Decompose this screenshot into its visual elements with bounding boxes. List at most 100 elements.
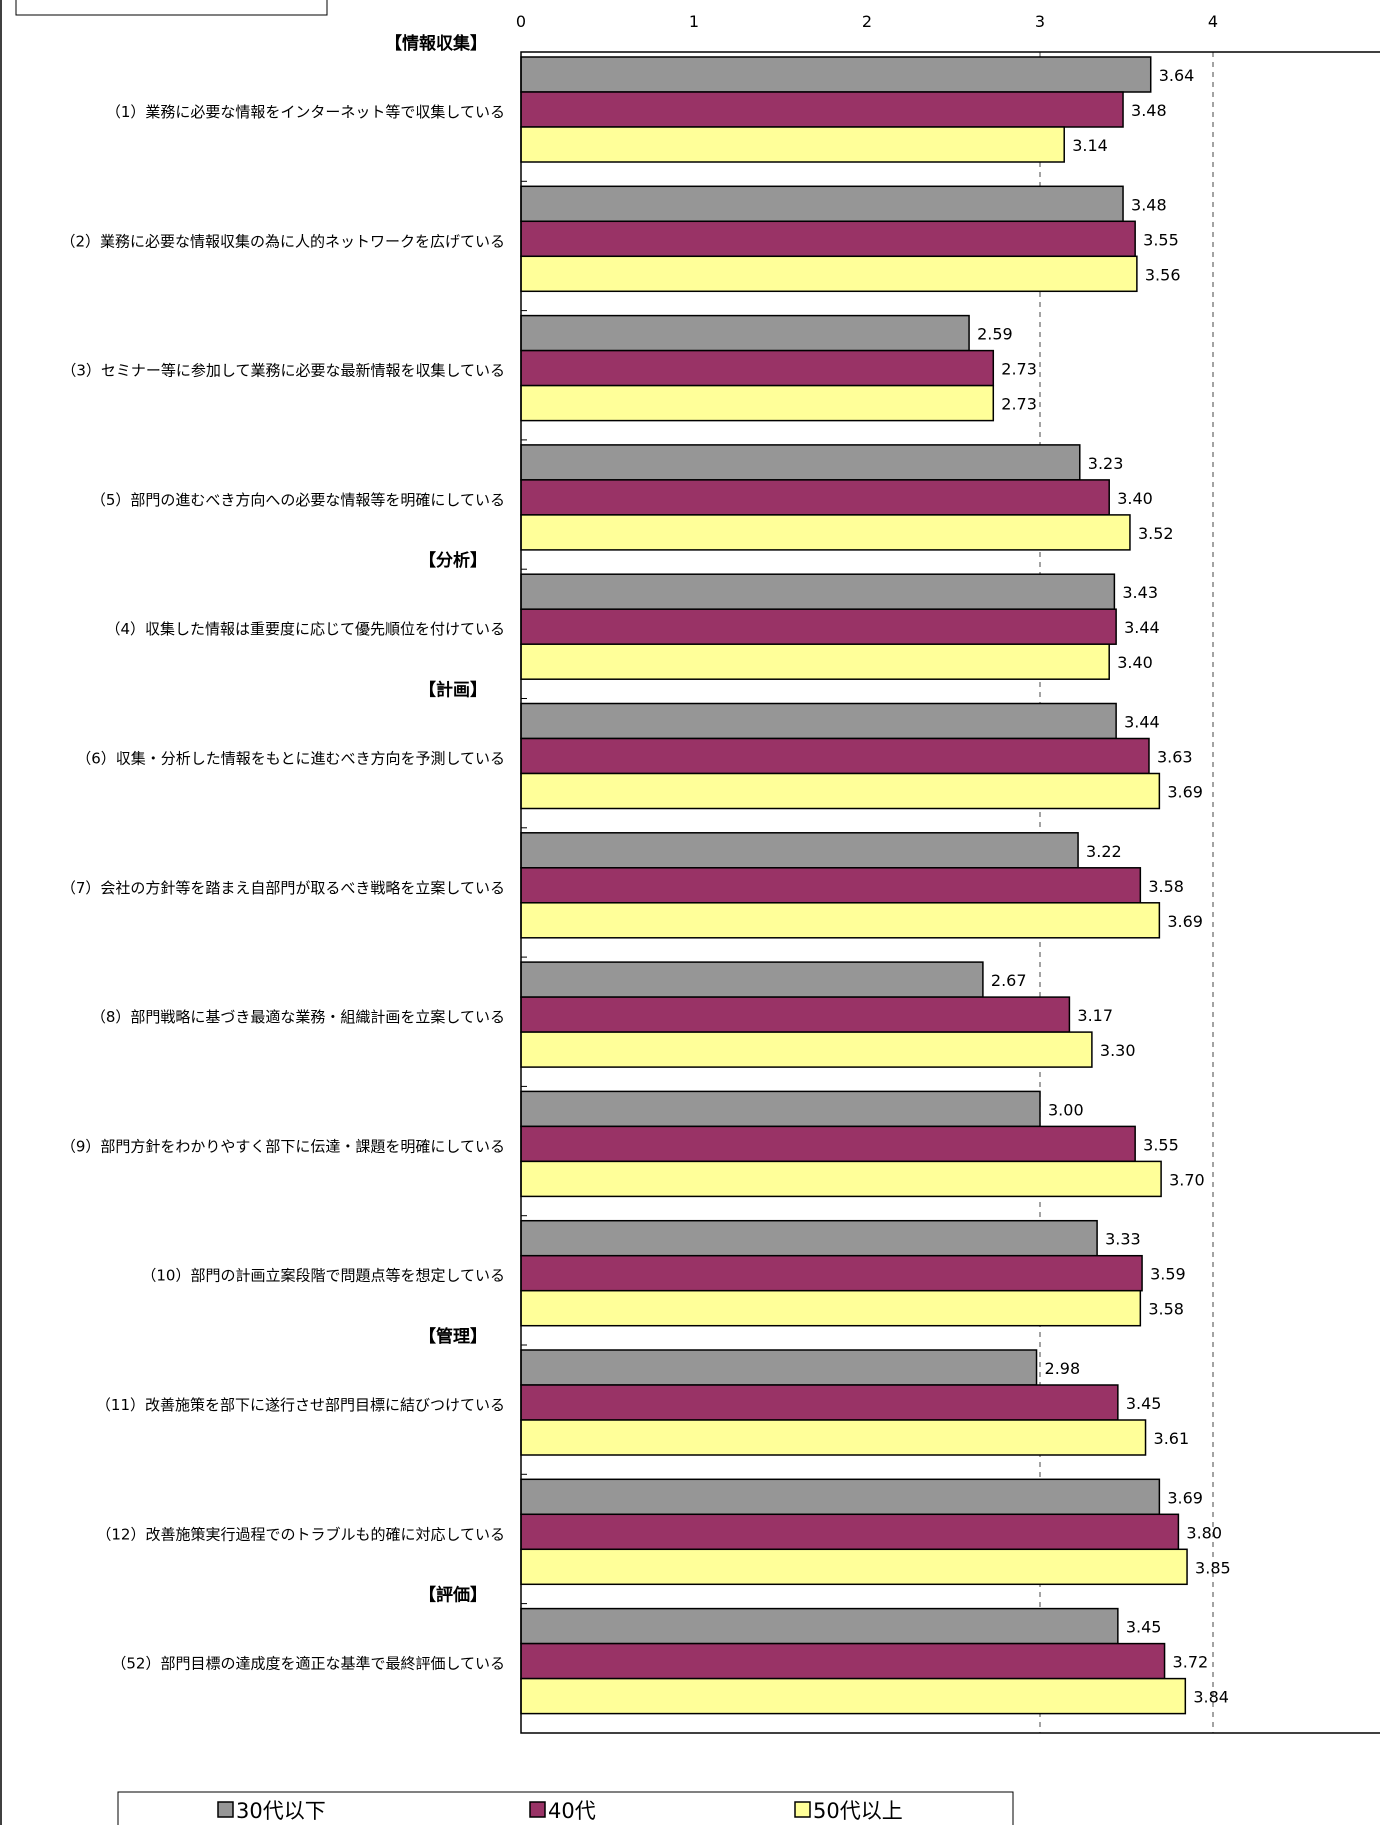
category-label: （11）改善施策を部下に遂行させ部門目標に結びつけている (96, 1396, 505, 1414)
bar (520, 1160, 1162, 1198)
category-label: （52）部門目標の達成度を適正な基準で最終評価している (111, 1655, 505, 1673)
value-label: 3.69 (1167, 783, 1203, 802)
value-label: 3.44 (1124, 618, 1160, 637)
bar (520, 349, 995, 387)
bar (520, 1254, 1143, 1292)
legend-label: 40代 (548, 1799, 596, 1823)
value-label: 3.45 (1126, 1618, 1162, 1637)
value-label: 3.00 (1048, 1100, 1084, 1119)
bar (520, 573, 1116, 610)
bar (520, 1031, 1093, 1068)
bar (520, 902, 1161, 939)
value-label: 3.56 (1145, 265, 1181, 284)
category-label: （10）部門の計画立案段階で問題点等を想定している (141, 1267, 505, 1285)
legend-swatch (217, 1801, 234, 1818)
x-tick-label: 4 (1208, 12, 1218, 31)
category-label: （3）セミナー等に参加して業務に必要な最新情報を収集している (61, 362, 505, 380)
value-label: 3.40 (1117, 653, 1153, 672)
category-label: （8）部門戦略に基づき最適な業務・組織計画を立案している (91, 1008, 505, 1026)
value-label: 2.67 (991, 971, 1027, 990)
bar (520, 961, 984, 998)
category-label: （12）改善施策実行過程でのトラブルも的確に対応している (96, 1525, 505, 1543)
section-heading: 【管理】 (419, 1326, 487, 1347)
category-label: （1）業務に必要な情報をインターネット等で収集している (106, 103, 505, 121)
category-label: （9）部門方針をわかりやすく部下に伝達・課題を明確にしている (61, 1137, 505, 1155)
value-label: 3.55 (1143, 230, 1179, 249)
value-label: 3.43 (1122, 583, 1158, 602)
bar (520, 1478, 1161, 1516)
bar (520, 56, 1152, 93)
bar (520, 1548, 1188, 1586)
x-axis: 012345 (516, 12, 1218, 31)
x-tick-label: 3 (1035, 12, 1045, 31)
bar (520, 126, 1065, 163)
category-label: （6）収集・分析した情報をもとに進むべき方向を予測している (76, 750, 505, 768)
bar (520, 1219, 1098, 1257)
bar (520, 1349, 1038, 1386)
x-tick-label: 1 (689, 12, 699, 31)
bar (520, 608, 1117, 645)
section-heading: 【分析】 (419, 550, 487, 571)
legend-swatch (529, 1801, 546, 1818)
value-label: 3.58 (1148, 877, 1184, 896)
bar (520, 772, 1161, 810)
value-label: 3.58 (1148, 1300, 1184, 1319)
value-label: 3.30 (1100, 1041, 1136, 1060)
bar (520, 1642, 1166, 1680)
value-label: 3.48 (1131, 195, 1167, 214)
value-label: 3.70 (1169, 1170, 1205, 1189)
category-label: （4）収集した情報は重要度に応じて優先順位を付けている (105, 620, 505, 638)
bar (520, 702, 1117, 740)
value-label: 2.98 (1045, 1359, 1081, 1378)
bar (520, 1384, 1119, 1421)
value-label: 2.73 (1001, 395, 1037, 414)
x-tick-label: 0 (516, 12, 526, 31)
value-label: 3.69 (1167, 912, 1203, 931)
bar (520, 1125, 1136, 1163)
section-heading: 【計画】 (419, 680, 487, 701)
bar (520, 643, 1110, 680)
bar (520, 1090, 1041, 1128)
value-label: 3.23 (1088, 454, 1124, 473)
category-labels: （1）業務に必要な情報をインターネット等で収集している 【情報収集】 （2）業務に必… (60, 33, 527, 1673)
value-label: 3.55 (1143, 1135, 1179, 1154)
value-label: 3.45 (1126, 1394, 1162, 1413)
category-label: （7）会社の方針等を踏まえ自部門が取るべき戦略を立案している (61, 879, 505, 897)
bar (520, 384, 995, 422)
top-left-box (15, 0, 328, 16)
plot-area (520, 51, 1380, 1734)
value-label: 3.48 (1131, 101, 1167, 120)
bar (520, 91, 1124, 128)
bar (520, 1513, 1180, 1551)
legend-label: 50代以上 (813, 1799, 903, 1823)
bar (520, 1419, 1147, 1456)
value-label: 3.85 (1195, 1558, 1231, 1577)
bar (520, 1677, 1187, 1715)
bar (520, 1289, 1142, 1327)
value-label: 3.59 (1150, 1265, 1186, 1284)
section-heading: 【情報収集】 (385, 33, 487, 54)
bar (520, 737, 1150, 775)
legend-label: 30代以下 (236, 1799, 326, 1823)
section-heading: 【評価】 (419, 1585, 487, 1606)
value-label: 3.69 (1167, 1488, 1203, 1507)
value-label: 3.22 (1086, 842, 1122, 861)
x-tick-label: 2 (862, 12, 872, 31)
value-label: 3.33 (1105, 1230, 1141, 1249)
bar (520, 832, 1079, 869)
value-label: 3.14 (1072, 136, 1108, 155)
value-label: 3.64 (1159, 66, 1195, 85)
value-label: 3.17 (1077, 1006, 1113, 1025)
value-label: 3.61 (1154, 1429, 1190, 1448)
legend: 30代以下 40代 50代以上 (117, 1791, 1014, 1825)
value-label: 3.40 (1117, 489, 1153, 508)
value-label: 3.63 (1157, 748, 1193, 767)
value-label: 2.73 (1001, 360, 1037, 379)
value-label: 2.59 (977, 325, 1013, 344)
category-label: （2）業務に必要な情報収集の為に人的ネットワークを広げている (60, 232, 505, 250)
value-label: 3.84 (1193, 1688, 1229, 1707)
bar (520, 185, 1124, 223)
legend-box (117, 1791, 1014, 1825)
bar (520, 867, 1142, 904)
